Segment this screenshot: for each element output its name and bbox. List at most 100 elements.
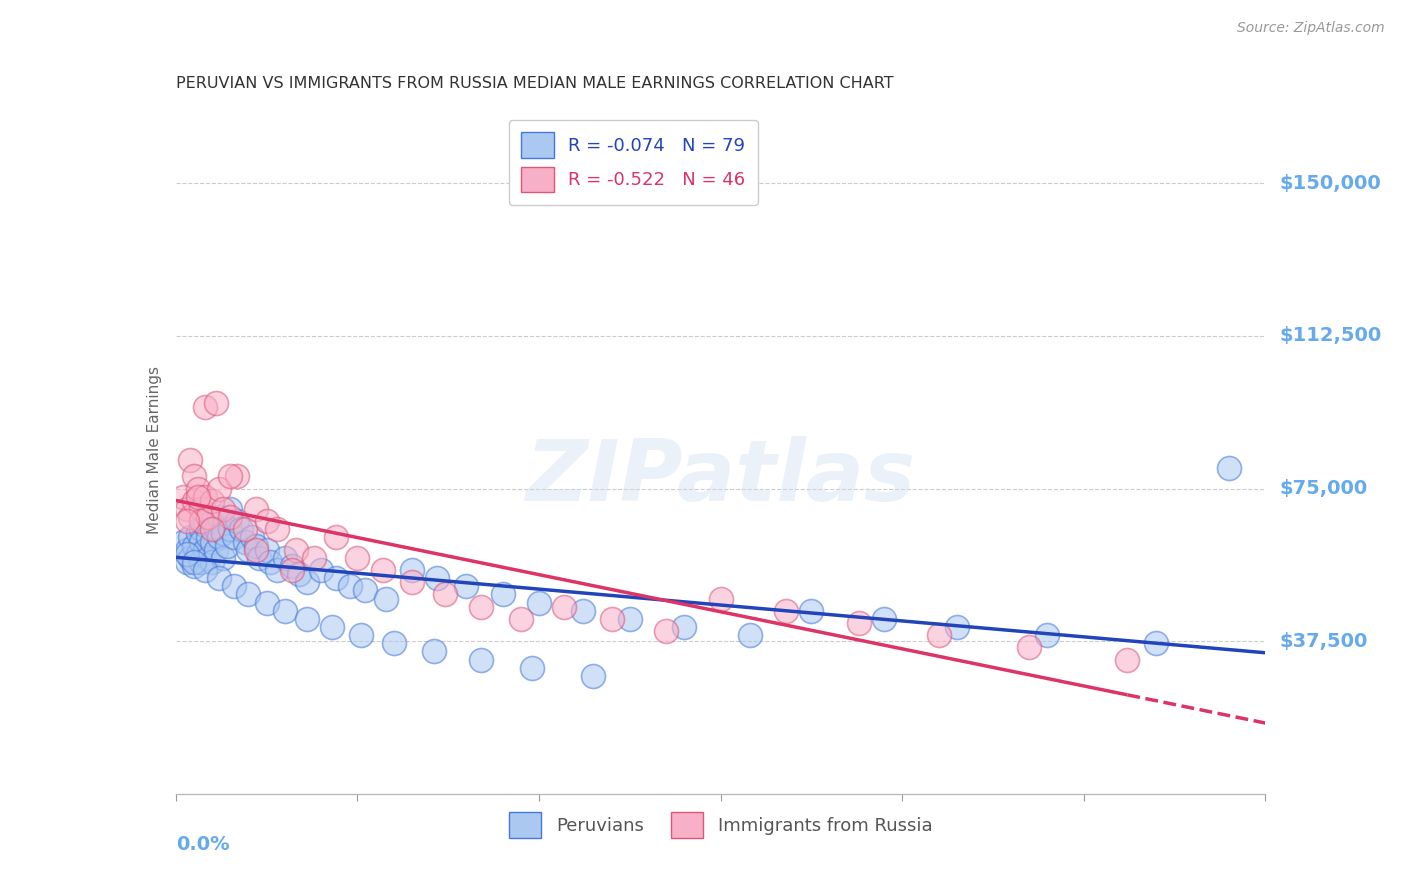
Point (245, 502, 267, 516)
Point (212, 550, 235, 565)
Point (197, 531, 219, 545)
Point (201, 522, 224, 536)
Point (219, 522, 242, 536)
Point (233, 534, 256, 549)
Point (245, 542, 267, 557)
Point (321, 620, 343, 634)
Point (600, 612, 623, 626)
Point (346, 550, 368, 565)
Point (183, 558, 205, 573)
Point (873, 612, 896, 626)
Point (212, 502, 235, 516)
Point (256, 596, 278, 610)
Point (738, 628, 761, 642)
Point (302, 550, 325, 565)
Point (266, 522, 288, 536)
Point (172, 490, 194, 504)
Point (1018, 640, 1040, 655)
Point (371, 563, 394, 577)
Point (655, 624, 678, 638)
Point (201, 514, 224, 528)
Point (553, 599, 575, 614)
Point (339, 579, 361, 593)
Point (231, 522, 253, 536)
Point (176, 555, 198, 569)
Point (219, 469, 242, 483)
Point (238, 542, 260, 557)
Point (208, 510, 231, 524)
Point (176, 514, 198, 528)
Point (492, 587, 515, 601)
Point (208, 571, 231, 585)
Point (190, 514, 212, 528)
Point (353, 583, 375, 598)
Point (281, 558, 304, 573)
Point (309, 563, 332, 577)
Point (204, 542, 226, 557)
Point (190, 534, 212, 549)
Point (375, 591, 398, 606)
Point (176, 502, 198, 516)
Text: PERUVIAN VS IMMIGRANTS FROM RUSSIA MEDIAN MALE EARNINGS CORRELATION CHART: PERUVIAN VS IMMIGRANTS FROM RUSSIA MEDIA… (176, 76, 893, 91)
Point (1218, 461, 1240, 475)
Point (1146, 636, 1168, 650)
Point (233, 522, 256, 536)
Point (266, 563, 288, 577)
Point (215, 539, 238, 553)
Point (619, 612, 641, 626)
Point (509, 612, 531, 626)
Point (219, 510, 242, 524)
Point (194, 563, 217, 577)
Point (284, 542, 307, 557)
Point (247, 550, 270, 565)
Point (527, 596, 550, 610)
Text: 0.0%: 0.0% (176, 835, 229, 855)
Point (226, 514, 249, 528)
Point (208, 482, 231, 496)
Point (208, 531, 231, 545)
Point (848, 615, 870, 630)
Point (179, 510, 201, 524)
Point (928, 628, 950, 642)
Point (259, 555, 281, 569)
Point (256, 542, 278, 557)
Point (172, 534, 194, 549)
Point (201, 555, 224, 569)
Point (295, 612, 318, 626)
Point (186, 482, 209, 496)
Point (204, 396, 226, 410)
Point (281, 563, 304, 577)
Point (197, 510, 219, 524)
Point (945, 620, 967, 634)
Point (190, 555, 212, 569)
Point (219, 502, 242, 516)
Point (240, 531, 263, 545)
Point (186, 547, 209, 561)
Point (382, 636, 405, 650)
Point (176, 547, 198, 561)
Point (673, 620, 696, 634)
Point (190, 502, 212, 516)
Point (288, 567, 311, 582)
Point (222, 531, 245, 545)
Point (775, 604, 797, 618)
Point (190, 522, 212, 536)
Point (401, 563, 423, 577)
Point (201, 493, 224, 508)
Point (183, 493, 205, 508)
Y-axis label: Median Male Earnings: Median Male Earnings (146, 367, 162, 534)
Point (222, 579, 245, 593)
Point (325, 531, 347, 545)
Point (179, 531, 201, 545)
Point (256, 514, 278, 528)
Point (426, 571, 449, 585)
Point (456, 579, 478, 593)
Point (226, 469, 249, 483)
Point (800, 604, 823, 618)
Point (582, 669, 605, 683)
Point (710, 591, 733, 606)
Point (1116, 652, 1139, 666)
Point (197, 550, 219, 565)
Point (176, 542, 198, 557)
Point (204, 522, 226, 536)
